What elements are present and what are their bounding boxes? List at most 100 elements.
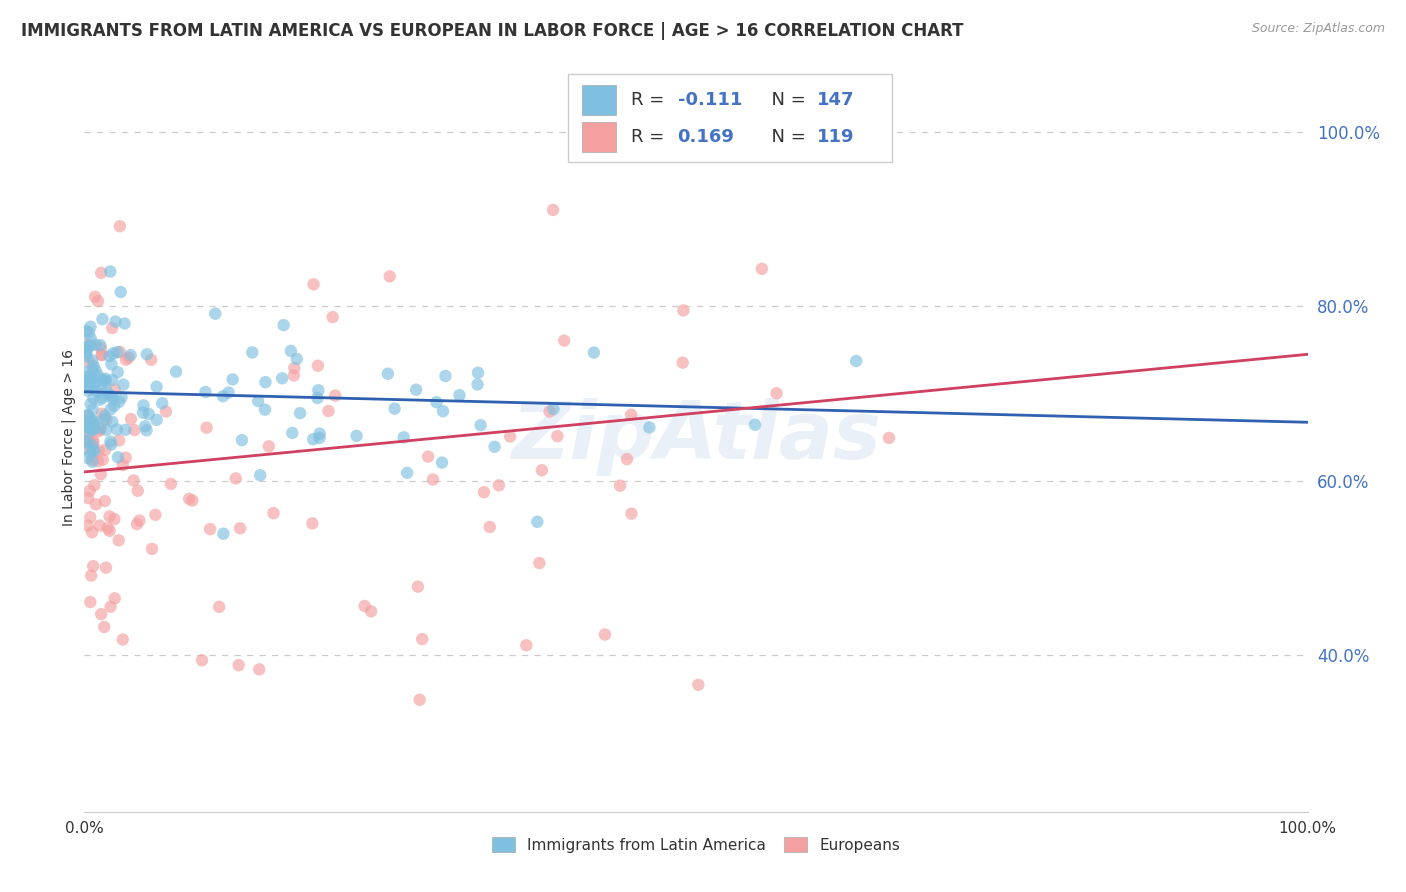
- Point: [225, 471, 247, 485]
- Point: [135, 423, 157, 437]
- Text: 119: 119: [817, 128, 855, 146]
- Point: [195, 420, 218, 434]
- Point: [101, 321, 124, 335]
- Point: [408, 692, 430, 706]
- Point: [302, 432, 325, 446]
- Point: [76, 337, 98, 351]
- Point: [198, 522, 221, 536]
- Point: [229, 521, 252, 535]
- Point: [688, 678, 710, 692]
- Point: [467, 377, 489, 392]
- Point: [392, 430, 415, 444]
- Point: [90, 383, 112, 397]
- Text: Source: ZipAtlas.com: Source: ZipAtlas.com: [1251, 22, 1385, 36]
- Point: [308, 426, 330, 441]
- Point: [204, 307, 226, 321]
- Point: [82, 423, 104, 437]
- Point: [515, 638, 537, 652]
- FancyBboxPatch shape: [582, 85, 616, 115]
- Point: [90, 467, 112, 482]
- Point: [620, 408, 643, 422]
- Point: [582, 345, 605, 359]
- Point: [82, 353, 104, 368]
- Point: [77, 326, 100, 340]
- Point: [90, 607, 112, 621]
- Point: [672, 356, 695, 370]
- Point: [79, 397, 101, 411]
- Point: [75, 370, 97, 384]
- Point: [83, 478, 105, 492]
- Text: 147: 147: [817, 91, 855, 109]
- Point: [90, 266, 112, 280]
- Point: [94, 442, 117, 457]
- Text: R =: R =: [631, 91, 671, 109]
- Point: [125, 517, 148, 532]
- Point: [411, 632, 433, 646]
- Point: [96, 412, 118, 426]
- Point: [155, 404, 177, 418]
- Point: [281, 425, 304, 440]
- Point: [247, 662, 270, 676]
- Point: [240, 345, 263, 359]
- Point: [181, 493, 204, 508]
- Point: [132, 406, 155, 420]
- Point: [100, 357, 122, 371]
- Point: [472, 485, 495, 500]
- Point: [103, 399, 125, 413]
- Point: [82, 414, 104, 428]
- Point: [107, 450, 129, 465]
- Point: [499, 429, 522, 443]
- Point: [76, 346, 98, 360]
- Point: [76, 375, 98, 389]
- Point: [75, 434, 97, 449]
- Point: [160, 477, 183, 491]
- Text: N =: N =: [759, 91, 811, 109]
- Point: [845, 354, 868, 368]
- Point: [89, 420, 111, 434]
- Point: [360, 604, 382, 618]
- Point: [546, 429, 568, 443]
- Point: [91, 407, 114, 421]
- Point: [406, 580, 429, 594]
- Point: [82, 434, 104, 448]
- Point: [422, 473, 444, 487]
- Point: [84, 497, 107, 511]
- Point: [288, 406, 311, 420]
- Point: [105, 345, 128, 359]
- Point: [77, 355, 100, 369]
- Point: [263, 506, 285, 520]
- Point: [76, 417, 98, 432]
- Point: [301, 516, 323, 531]
- Point: [194, 385, 217, 400]
- Point: [76, 416, 98, 430]
- Point: [609, 478, 631, 492]
- Point: [100, 434, 122, 449]
- Point: [89, 392, 111, 407]
- Point: [94, 494, 117, 508]
- Point: [117, 351, 139, 365]
- Point: [80, 525, 103, 540]
- Point: [145, 508, 167, 522]
- Point: [111, 458, 134, 472]
- Point: [124, 423, 146, 437]
- Point: [308, 431, 330, 445]
- Point: [83, 417, 105, 431]
- Point: [103, 512, 125, 526]
- Point: [82, 559, 104, 574]
- Point: [257, 439, 280, 453]
- Point: [87, 368, 110, 383]
- Point: [478, 520, 501, 534]
- Point: [307, 391, 329, 405]
- Point: [273, 318, 295, 332]
- Point: [76, 518, 98, 533]
- Point: [76, 409, 98, 424]
- Point: [110, 390, 132, 404]
- Point: [94, 560, 117, 574]
- Point: [377, 367, 399, 381]
- Point: [83, 443, 105, 458]
- Point: [134, 419, 156, 434]
- Point: [76, 408, 98, 422]
- Point: [82, 438, 104, 452]
- Point: [322, 310, 344, 324]
- Point: [79, 510, 101, 524]
